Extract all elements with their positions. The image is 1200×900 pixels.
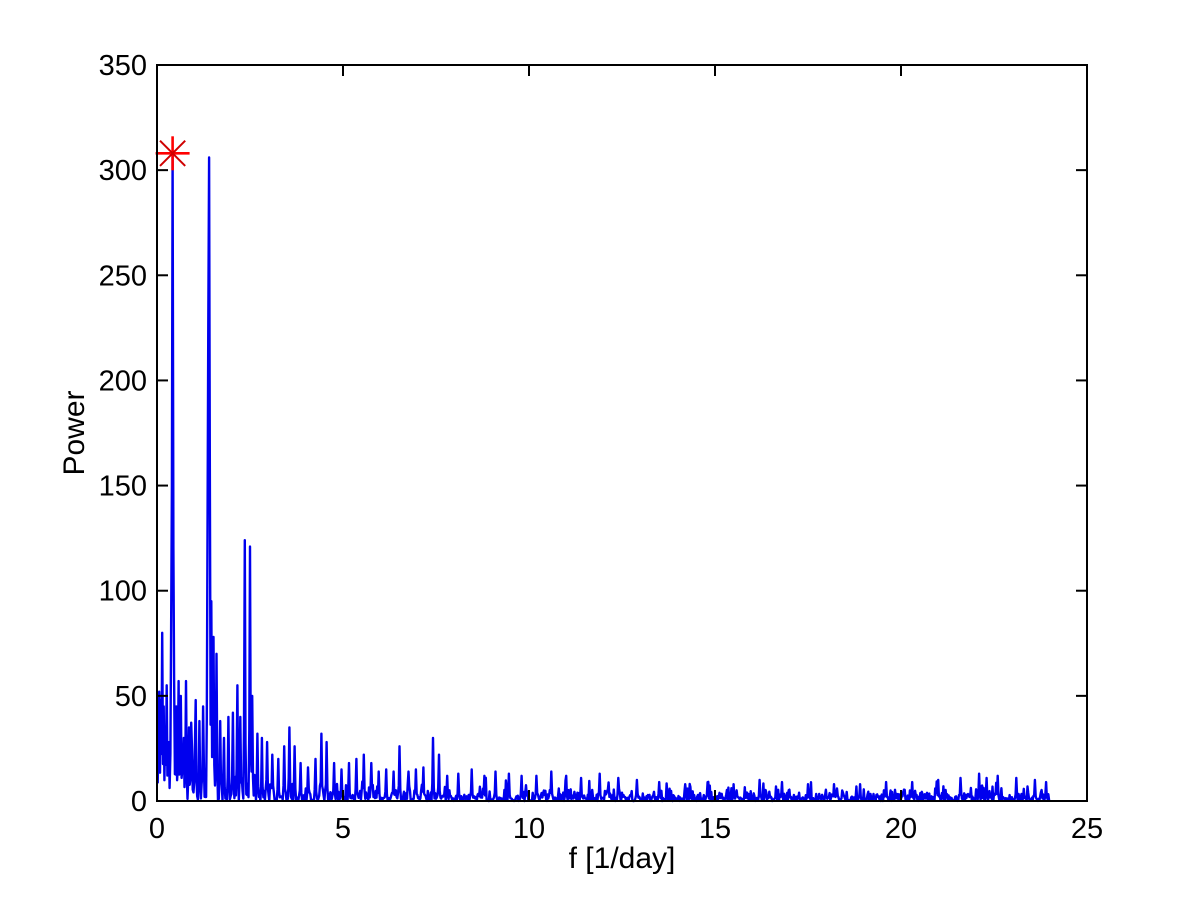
y-tick-label: 150 bbox=[99, 471, 147, 503]
x-tick-label: 5 bbox=[335, 813, 351, 845]
y-tick-label: 0 bbox=[131, 786, 147, 818]
plot-area bbox=[157, 65, 1087, 801]
y-tick-label: 50 bbox=[115, 681, 147, 713]
y-tick-label: 250 bbox=[99, 260, 147, 292]
y-tick-label: 300 bbox=[99, 155, 147, 187]
x-tick-label: 0 bbox=[149, 813, 165, 845]
y-axis-label: Power bbox=[58, 390, 91, 475]
asterisk-spoke bbox=[159, 139, 186, 167]
peak-marker-asterisk-icon bbox=[155, 136, 190, 171]
x-tick-label: 10 bbox=[513, 813, 545, 845]
x-tick-label: 15 bbox=[699, 813, 731, 845]
y-tick-label: 350 bbox=[99, 50, 147, 82]
x-tick-label: 20 bbox=[885, 813, 917, 845]
axes-box bbox=[156, 64, 1088, 802]
y-tick-label: 100 bbox=[99, 576, 147, 608]
axis-ticks bbox=[156, 64, 1088, 802]
y-tick-label: 200 bbox=[99, 365, 147, 397]
x-axis-label: f [1/day] bbox=[569, 842, 676, 875]
x-tick-label: 25 bbox=[1071, 813, 1103, 845]
